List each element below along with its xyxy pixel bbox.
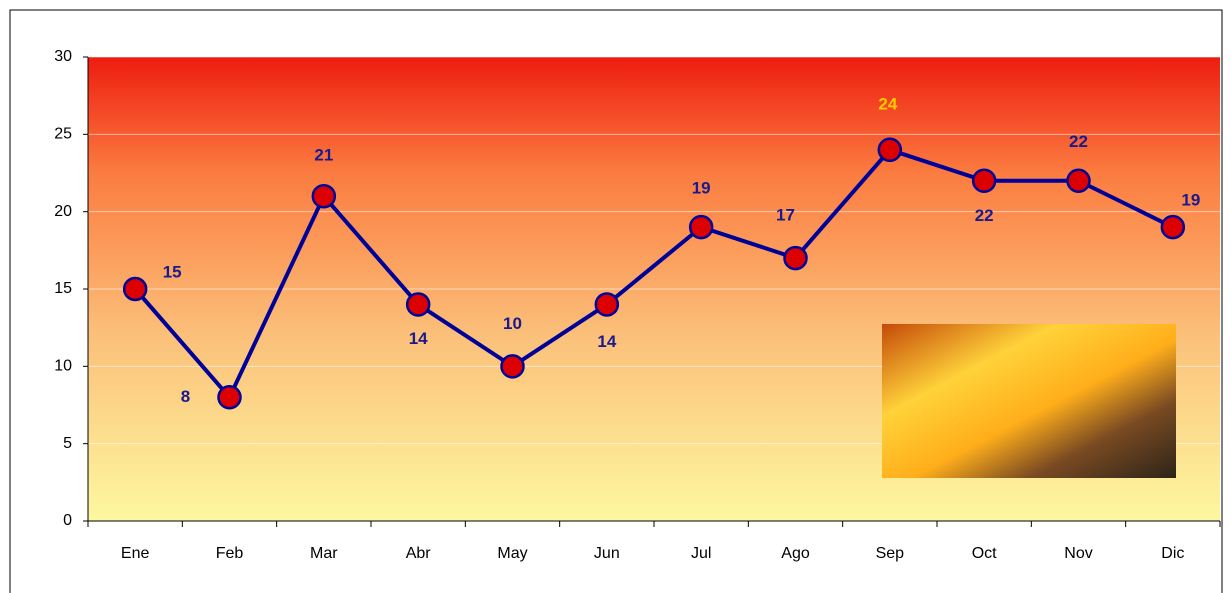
data-point (405, 292, 431, 317)
data-point (311, 183, 337, 209)
x-tick-label: Dic (1161, 545, 1184, 562)
value-label: 19 (692, 179, 711, 198)
data-point (594, 292, 620, 317)
data-point (500, 354, 525, 379)
value-label: 14 (409, 329, 428, 348)
data-point (1066, 168, 1091, 193)
value-label: 22 (975, 206, 994, 225)
data-point (217, 385, 242, 410)
data-point (877, 137, 903, 163)
value-label: 22 (1069, 132, 1088, 151)
data-point (688, 214, 714, 240)
x-tick-label: Sep (876, 545, 905, 562)
y-tick-label: 5 (63, 435, 72, 452)
y-tick-label: 15 (54, 280, 72, 297)
value-label: 15 (163, 262, 182, 281)
x-tick-label: Ago (781, 545, 810, 562)
x-tick-label: Jul (691, 545, 711, 562)
y-tick-label: 20 (54, 203, 72, 220)
x-tick-label: Ene (121, 545, 150, 562)
x-tick-label: May (497, 545, 527, 562)
value-label: 10 (503, 314, 522, 333)
value-label: 14 (597, 332, 616, 351)
y-tick-label: 25 (54, 126, 72, 143)
x-tick-label: Feb (216, 545, 244, 562)
x-tick-label: Abr (406, 545, 432, 562)
data-line (133, 147, 1174, 400)
data-point (783, 245, 808, 271)
y-tick-label: 10 (54, 358, 72, 375)
x-tick-label: Oct (972, 545, 997, 562)
y-tick-label: 30 (54, 48, 72, 65)
chart-frame (9, 9, 1223, 593)
value-label: 17 (776, 206, 795, 225)
data-point (1160, 214, 1186, 240)
value-label: 19 (1181, 191, 1200, 210)
x-tick-label: Mar (310, 545, 338, 562)
fire-photo (882, 324, 1176, 478)
x-tick-label: Nov (1064, 545, 1092, 562)
y-tick-label: 0 (63, 512, 72, 529)
data-point (122, 276, 148, 302)
value-label: 8 (181, 387, 190, 406)
data-point (971, 168, 997, 193)
value-label: 24 (878, 94, 897, 113)
x-tick-label: Jun (594, 545, 620, 562)
value-label: 21 (314, 146, 333, 165)
